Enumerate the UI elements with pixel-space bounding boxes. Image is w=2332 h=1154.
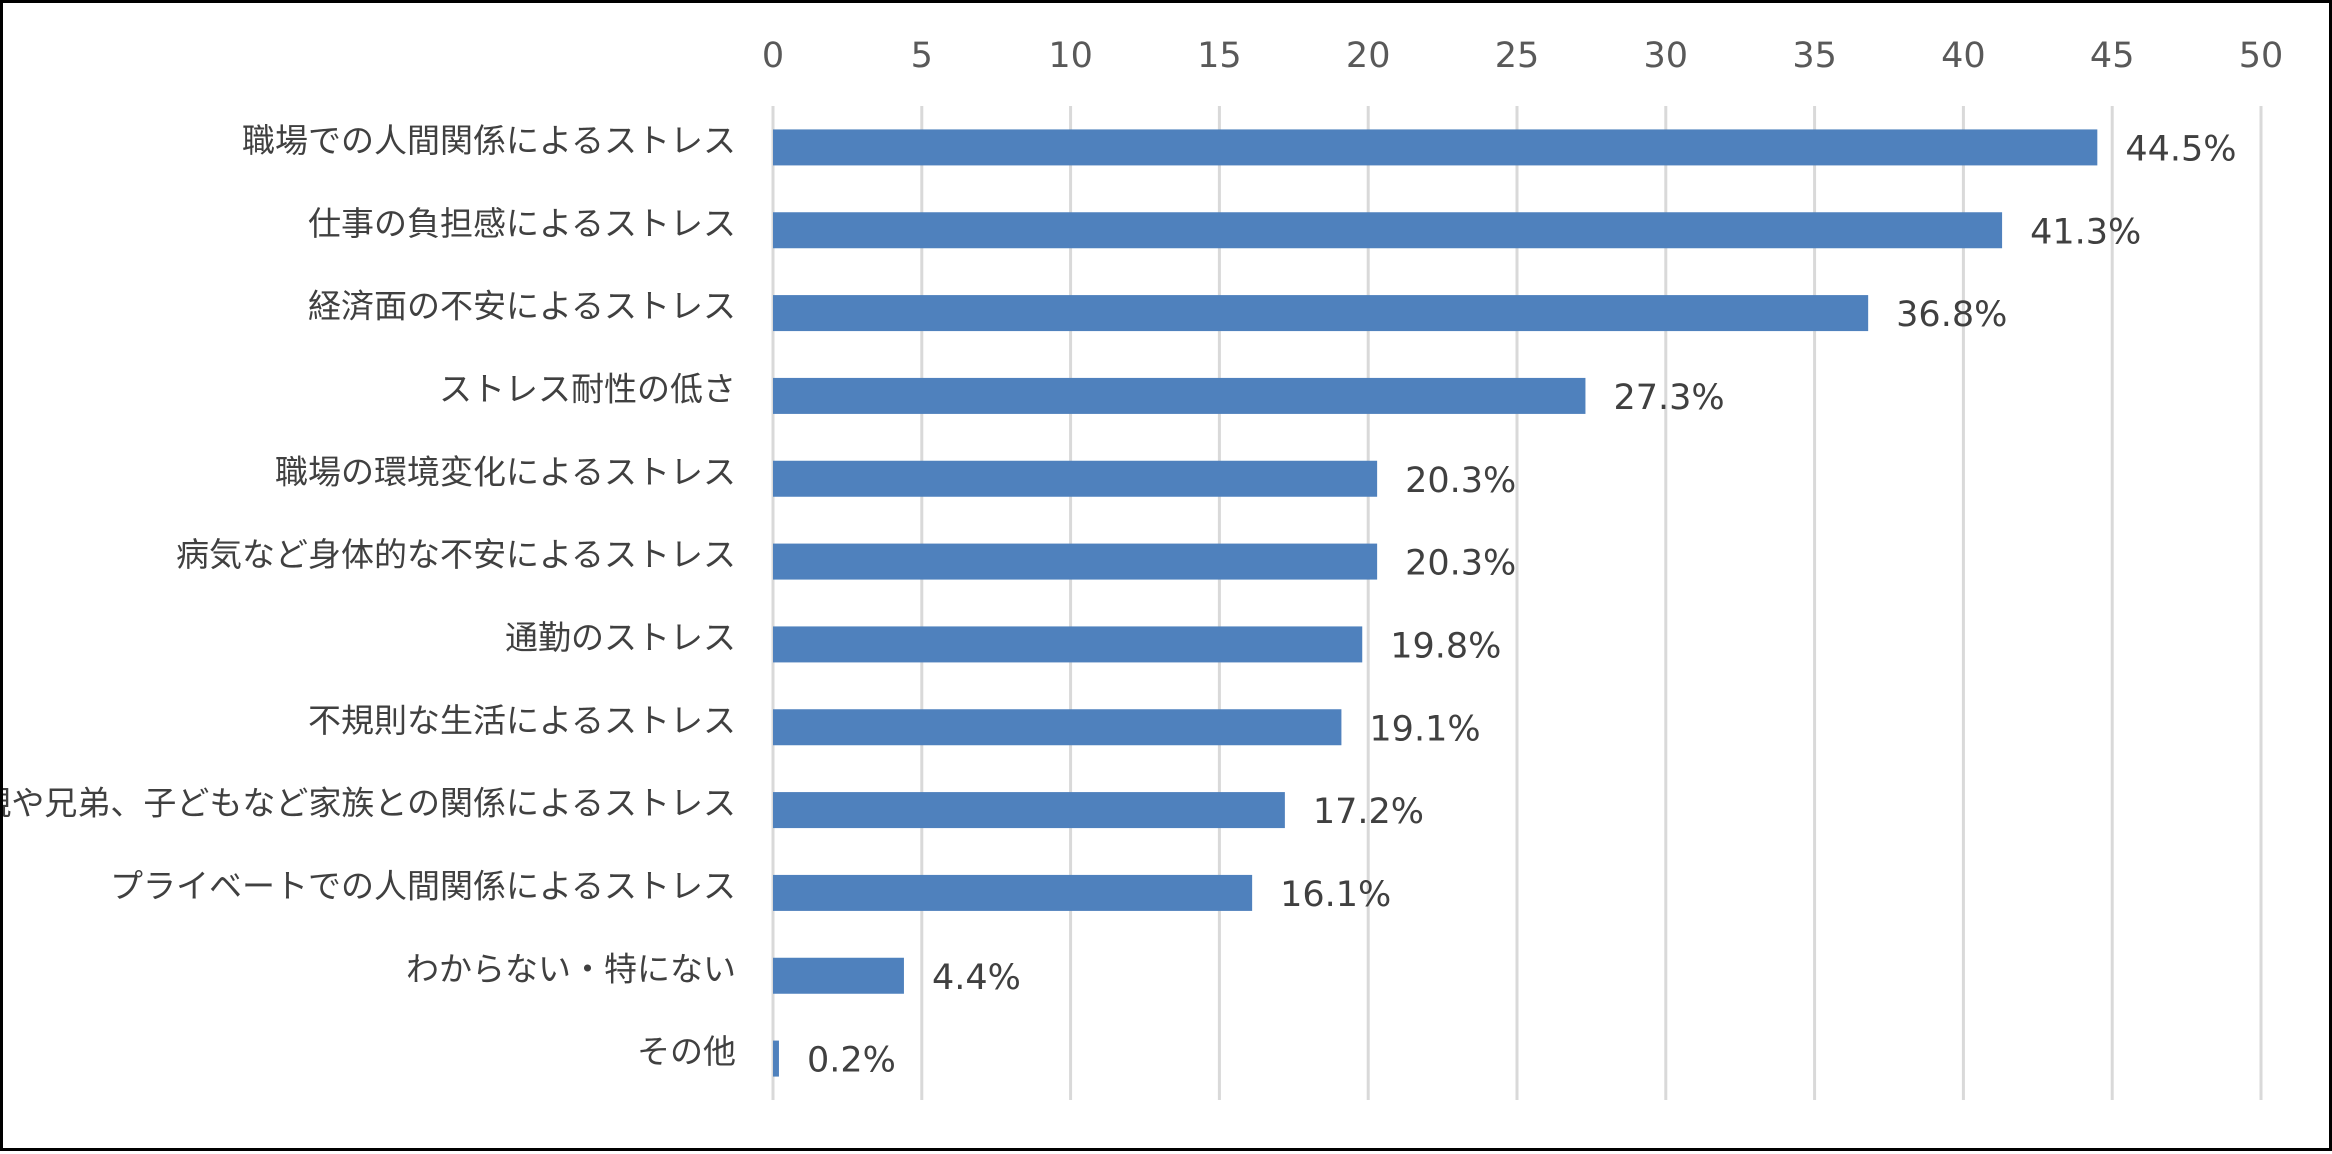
x-tick-label: 15 [1197, 36, 1242, 76]
data-labels: 44.5% 41.3% 36.8% 27.3% 20.3% 20.3% 19.8% 19.1%… [807, 129, 2237, 1080]
category-label: ストレス耐性の低さ [439, 369, 736, 408]
data-label: 27.3% [1613, 378, 1724, 418]
x-tick-label: 40 [1941, 36, 1986, 76]
data-label: 19.8% [1390, 626, 1501, 666]
x-tick-label: 10 [1048, 36, 1093, 76]
category-label: その他 [637, 1032, 736, 1071]
data-label: 19.1% [1369, 709, 1480, 749]
bar [773, 129, 2098, 166]
category-label: 親や兄弟、子どもなど家族との関係によるストレス [3, 784, 736, 823]
category-label: 通勤のストレス [505, 618, 736, 657]
bar [773, 709, 1342, 746]
x-tick-label: 35 [1792, 36, 1837, 76]
category-label: 病気など身体的な不安によるストレス [176, 535, 736, 574]
data-label: 4.4% [932, 958, 1021, 998]
bar [773, 377, 1586, 414]
bar [773, 1040, 779, 1077]
x-tick-label: 20 [1346, 36, 1391, 76]
x-tick-label: 30 [1644, 36, 1689, 76]
bar-chart: 0 5 10 15 20 25 30 35 40 45 50 職場での人間関係によるストレス仕事の負… [3, 36, 2283, 1100]
data-label: 44.5% [2125, 129, 2236, 169]
x-tick-label: 5 [911, 36, 933, 76]
category-label: 経済面の不安によるストレス [308, 287, 736, 326]
data-label: 20.3% [1405, 544, 1516, 584]
data-label: 41.3% [2030, 212, 2141, 252]
x-tick-label: 0 [762, 36, 784, 76]
bar [773, 295, 1869, 332]
category-label: 仕事の負担感によるストレス [308, 204, 736, 243]
category-label: 不規則な生活によるストレス [308, 701, 736, 740]
category-labels: 職場での人間関係によるストレス仕事の負担感によるストレス経済面の不安によるストレ… [3, 121, 736, 1071]
data-label: 20.3% [1405, 461, 1516, 501]
gridlines [771, 106, 2263, 1100]
bar [773, 543, 1378, 580]
category-label: プライベートでの人間関係によるストレス [110, 866, 736, 905]
data-label: 17.2% [1313, 792, 1424, 832]
category-label: わからない・特にない [406, 949, 736, 988]
x-tick-label: 25 [1495, 36, 1540, 76]
data-label: 36.8% [1896, 295, 2007, 335]
bar [773, 792, 1285, 829]
data-label: 16.1% [1280, 875, 1391, 915]
bar [773, 212, 2003, 249]
bars [773, 129, 2098, 1077]
bar [773, 874, 1253, 911]
x-tick-label: 50 [2239, 36, 2284, 76]
category-label: 職場の環境変化によるストレス [275, 452, 736, 491]
bar [773, 626, 1363, 663]
bar [773, 460, 1378, 497]
category-label: 職場での人間関係によるストレス [242, 121, 736, 160]
data-label: 0.2% [807, 1041, 896, 1081]
x-axis-ticks: 0 5 10 15 20 25 30 35 40 45 50 [762, 36, 2283, 76]
x-tick-label: 45 [2090, 36, 2135, 76]
bar [773, 957, 904, 994]
